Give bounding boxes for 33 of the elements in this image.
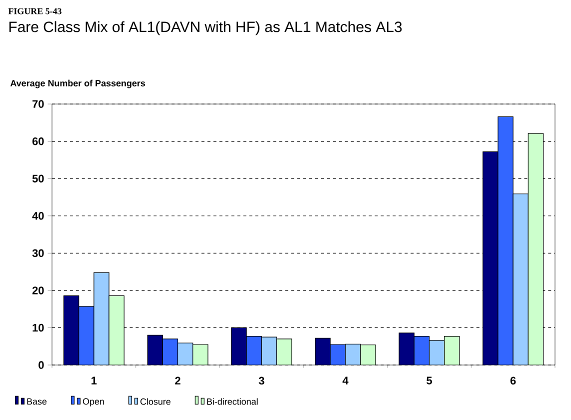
y-tick-label: 40 (32, 212, 44, 220)
legend-label: Open (82, 398, 104, 406)
bar (276, 338, 292, 366)
x-tick-label: 1 (92, 376, 97, 384)
y-tick-label: 10 (32, 324, 44, 332)
x-tick-label: 2 (175, 376, 180, 384)
y-tick-label: 60 (32, 137, 44, 146)
y-tick-label: 20 (32, 286, 44, 294)
bar (147, 334, 163, 366)
y-tick-label: 50 (32, 174, 44, 182)
y-tick-label: 70 (32, 100, 44, 108)
caption: FIGURE 5-43 (8, 8, 62, 14)
bar (192, 344, 208, 366)
x-tick-label: 3 (258, 376, 264, 385)
y-tick-label: 30 (32, 249, 44, 258)
bar (528, 133, 544, 366)
bar (231, 327, 247, 366)
bar (482, 151, 498, 366)
y-tick-label: 0 (38, 361, 44, 369)
bar (444, 336, 460, 366)
legend-label: Bi-directional (207, 398, 258, 405)
bar (314, 338, 331, 366)
bar (63, 295, 80, 366)
legend-label: Base (27, 398, 47, 405)
x-tick-label: 4 (342, 376, 348, 384)
x-tick-label: 6 (510, 376, 516, 385)
bar (360, 344, 376, 366)
bar (108, 295, 124, 366)
chart-title: Fare Class Mix of AL1(DAVN with HF) as AL1 Matches AL3 (9, 21, 402, 36)
bar (398, 332, 414, 366)
legend-label: Closure (140, 398, 170, 405)
y-axis-title: Average Number of Passengers (10, 80, 146, 88)
x-tick-label: 5 (426, 376, 432, 384)
